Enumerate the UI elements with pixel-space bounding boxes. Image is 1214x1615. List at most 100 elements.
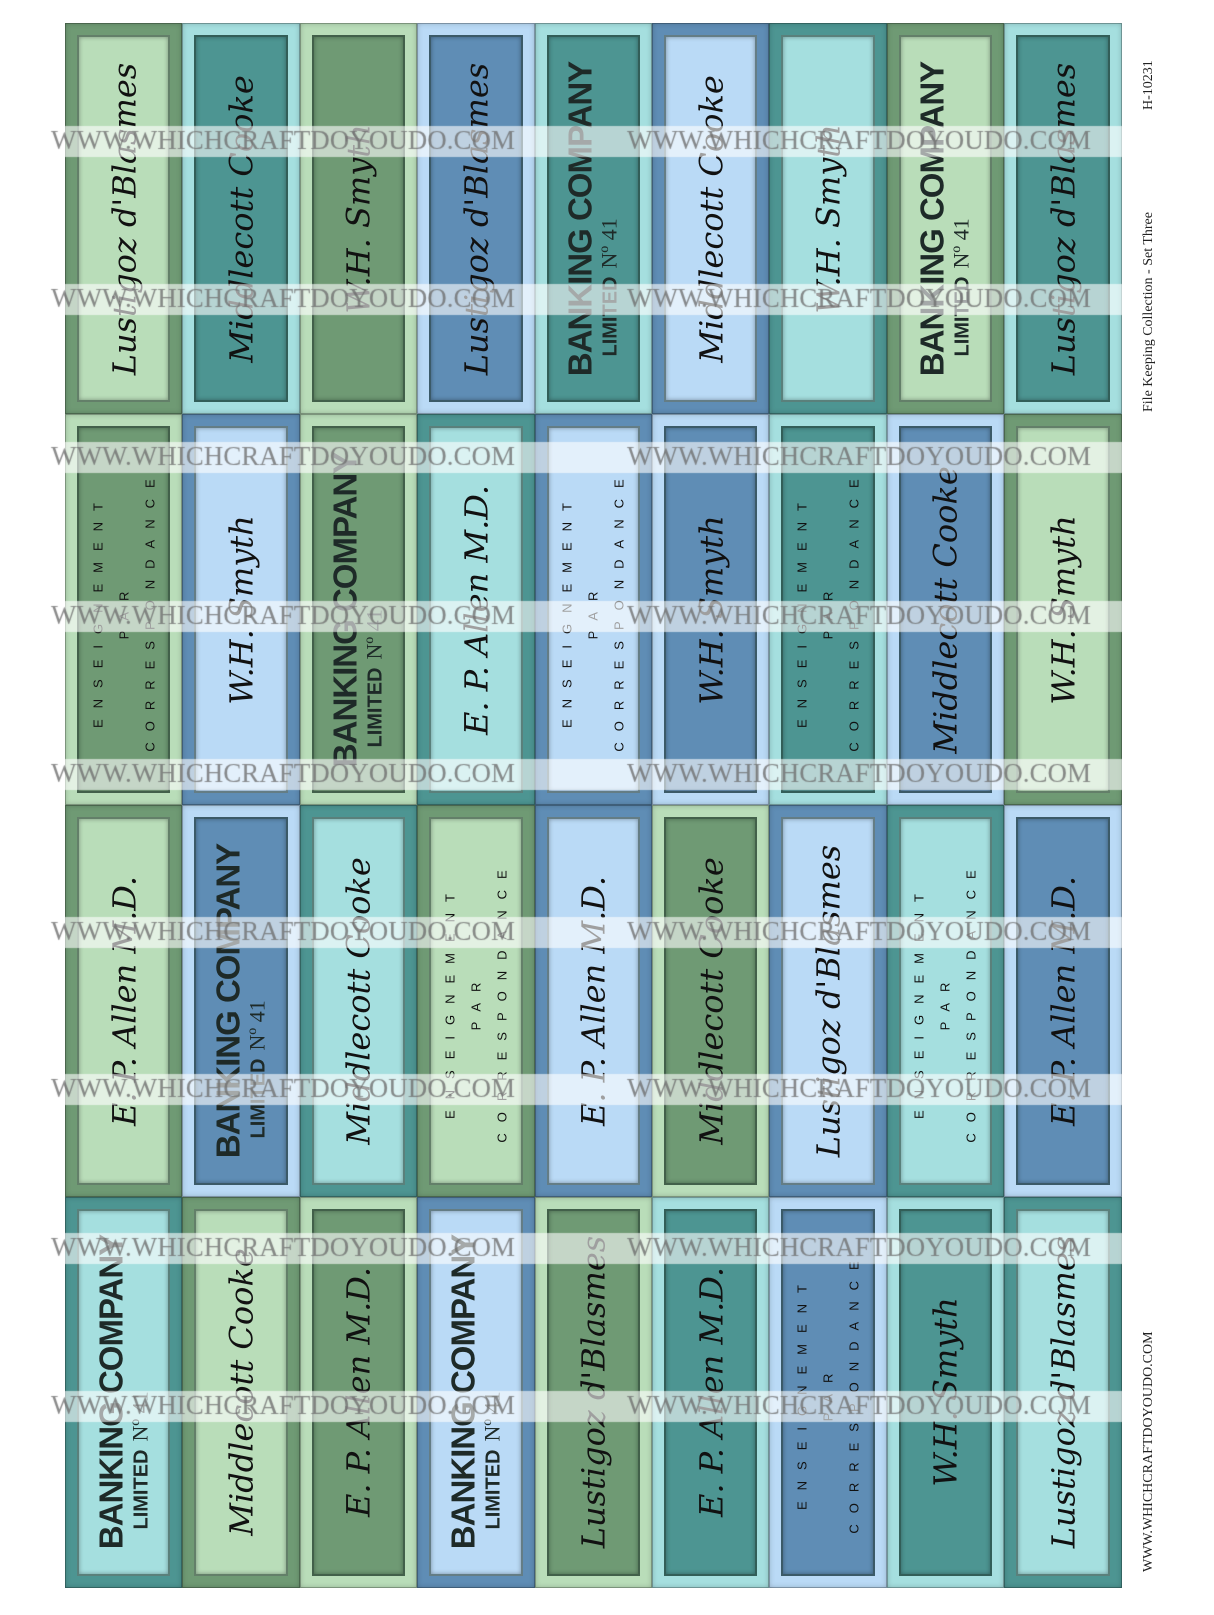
- label-banking: BANKING COMPANY LIMITED Nº 41: [182, 805, 300, 1197]
- label-middlecott: Middlecott Cooke: [652, 805, 770, 1197]
- label-content: BANKING COMPANY LIMITED Nº 41: [549, 41, 638, 396]
- label-enseignement: ENSEIGNEMENT PAR CORRESPONDANCE: [534, 414, 652, 806]
- banking-title: BANKING COMPANY: [326, 452, 364, 767]
- label-panel: W.H. Smyth: [194, 426, 288, 794]
- label-content: BANKING COMPANY LIMITED Nº 41: [431, 1215, 520, 1570]
- signature-lustigoz: Lustigoz d'Blasmes: [1043, 62, 1082, 375]
- label-content: E. P. Allen M.D.: [431, 432, 520, 787]
- signature-middlecott: Middlecott Cooke: [691, 857, 730, 1145]
- label-allen: E. P. Allen M.D.: [652, 1196, 770, 1588]
- label-enseignement: ENSEIGNEMENT PAR CORRESPONDANCE: [886, 805, 1005, 1197]
- label-panel: Lustigoz d'Blasmes: [781, 817, 875, 1185]
- label-middlecott: Middlecott Cooke: [182, 1196, 300, 1588]
- signature-middlecott: Middlecott Cooke: [222, 1248, 261, 1536]
- banking-limited: LIMITED: [951, 276, 974, 357]
- enseignement-line2: PAR: [585, 580, 601, 640]
- banking-limited: LIMITED: [364, 667, 387, 748]
- label-enseignement: ENSEIGNEMENT PAR CORRESPONDANCE: [65, 414, 183, 806]
- label-content: W.H. Smyth: [197, 432, 286, 787]
- website-credit: WWW.WHICHCRAFTDOYOUDO.COM: [1141, 1331, 1156, 1572]
- signature-allen: E. P. Allen M.D.: [456, 484, 495, 735]
- label-panel: BANKING COMPANY LIMITED Nº 41: [194, 817, 288, 1185]
- banking-title: BANKING COMPANY: [444, 1235, 482, 1550]
- label-panel: Lustigoz d'Blasmes: [429, 35, 523, 403]
- signature-wh: W.H. Smyth: [691, 515, 730, 705]
- banking-subtitle: LIMITED Nº 41: [597, 218, 623, 396]
- label-banking: BANKING COMPANY LIMITED Nº 41: [417, 1196, 535, 1588]
- label-content: Lustigoz d'Blasmes: [784, 823, 873, 1178]
- banking-subtitle: LIMITED Nº 41: [362, 609, 388, 787]
- banking-limited: LIMITED: [130, 1449, 153, 1530]
- label-content: Middlecott Cooke: [666, 41, 755, 396]
- banking-limited: LIMITED: [482, 1449, 505, 1530]
- label-panel: ENSEIGNEMENT PAR CORRESPONDANCE: [781, 1208, 875, 1576]
- label-sheet: Lustigoz d'Blasmes Middlecott Cooke W.H. S…: [65, 23, 1122, 1588]
- banking-title: BANKING COMPANY: [561, 61, 599, 376]
- label-banking: BANKING COMPANY LIMITED Nº 41: [299, 414, 418, 806]
- label-enseignement: ENSEIGNEMENT PAR CORRESPONDANCE: [769, 414, 887, 806]
- label-wh: W.H. Smyth: [1004, 414, 1122, 806]
- banking-title: BANKING COMPANY: [913, 61, 951, 376]
- label-panel: ENSEIGNEMENT PAR CORRESPONDANCE: [77, 426, 171, 794]
- label-middlecott: Middlecott Cooke: [182, 23, 300, 415]
- label-content: ENSEIGNEMENT PAR CORRESPONDANCE: [784, 432, 873, 787]
- signature-allen: E. P. Allen M.D.: [574, 875, 613, 1126]
- label-content: ENSEIGNEMENT PAR CORRESPONDANCE: [901, 823, 990, 1178]
- banking-number: Nº 41: [244, 1000, 270, 1051]
- label-content: E. P. Allen M.D.: [1018, 823, 1107, 1178]
- label-panel: W.H. Smyth: [1016, 426, 1110, 794]
- enseignement-line1: ENSEIGNEMENT: [441, 882, 457, 1119]
- enseignement-line2: PAR: [820, 580, 836, 640]
- enseignement-line3: CORRESPONDANCE: [493, 859, 509, 1143]
- enseignement-line3: CORRESPONDANCE: [846, 1250, 862, 1534]
- label-content: Lustigoz d'Blasmes: [549, 1215, 638, 1570]
- label-panel: Middlecott Cooke: [194, 35, 288, 403]
- enseignement-line3: CORRESPONDANCE: [846, 468, 862, 752]
- label-content: Middlecott Cooke: [314, 823, 403, 1178]
- label-panel: E. P. Allen M.D.: [311, 1208, 406, 1576]
- signature-allen: E. P. Allen M.D.: [691, 1267, 730, 1518]
- label-content: ENSEIGNEMENT PAR CORRESPONDANCE: [79, 432, 168, 787]
- label-panel: W.H. Smyth: [311, 35, 406, 403]
- label-content: E. P. Allen M.D.: [549, 823, 638, 1178]
- collection-title: File Keeping Collection - Set Three: [1141, 212, 1156, 412]
- label-allen: E. P. Allen M.D.: [1004, 805, 1122, 1197]
- signature-lustigoz: Lustigoz d'Blasmes: [574, 1236, 613, 1549]
- label-panel: Middlecott Cooke: [898, 426, 993, 794]
- label-content: Lustigoz d'Blasmes: [79, 41, 168, 396]
- signature-middlecott: Middlecott Cooke: [339, 857, 378, 1145]
- label-content: ENSEIGNEMENT PAR CORRESPONDANCE: [549, 432, 638, 787]
- label-content: BANKING COMPANY LIMITED Nº 41: [197, 823, 286, 1178]
- signature-lustigoz: Lustigoz d'Blasmes: [1043, 1236, 1082, 1549]
- enseignement-line1: ENSEIGNEMENT: [559, 491, 575, 728]
- banking-limited: LIMITED: [247, 1058, 270, 1139]
- label-enseignement: ENSEIGNEMENT PAR CORRESPONDANCE: [417, 805, 535, 1197]
- enseignement-line2: PAR: [467, 971, 483, 1031]
- signature-wh: W.H. Smyth: [339, 123, 378, 314]
- label-panel: BANKING COMPANY LIMITED Nº 41: [311, 426, 406, 794]
- label-content: BANKING COMPANY LIMITED Nº 41: [79, 1215, 168, 1570]
- label-content: Lustigoz d'Blasmes: [431, 41, 520, 396]
- label-panel: Lustigoz d'Blasmes: [1016, 1208, 1110, 1576]
- label-panel: Lustigoz d'Blasmes: [77, 35, 171, 403]
- enseignement-line2: PAR: [937, 971, 953, 1031]
- label-wh: W.H. Smyth: [182, 414, 300, 806]
- banking-subtitle: LIMITED Nº 41: [127, 1391, 153, 1569]
- signature-middlecott: Middlecott Cooke: [926, 466, 965, 754]
- label-banking: BANKING COMPANY LIMITED Nº 41: [534, 23, 652, 415]
- label-content: E. P. Allen M.D.: [79, 823, 168, 1178]
- label-panel: W.H. Smyth: [664, 426, 758, 794]
- label-panel: BANKING COMPANY LIMITED Nº 41: [898, 35, 993, 403]
- banking-number: Nº 41: [127, 1391, 153, 1442]
- label-panel: E. P. Allen M.D.: [429, 426, 523, 794]
- label-lustigoz: Lustigoz d'Blasmes: [534, 1196, 652, 1588]
- banking-subtitle: LIMITED Nº 41: [949, 218, 975, 396]
- label-lustigoz: Lustigoz d'Blasmes: [1004, 1196, 1122, 1588]
- label-content: Middlecott Cooke: [197, 41, 286, 396]
- signature-lustigoz: Lustigoz d'Blasmes: [456, 62, 495, 375]
- label-middlecott: Middlecott Cooke: [299, 805, 418, 1197]
- label-wh: W.H. Smyth: [769, 23, 887, 415]
- label-panel: ENSEIGNEMENT PAR CORRESPONDANCE: [898, 817, 993, 1185]
- enseignement-line1: ENSEIGNEMENT: [794, 491, 810, 728]
- label-content: E. P. Allen M.D.: [666, 1215, 755, 1570]
